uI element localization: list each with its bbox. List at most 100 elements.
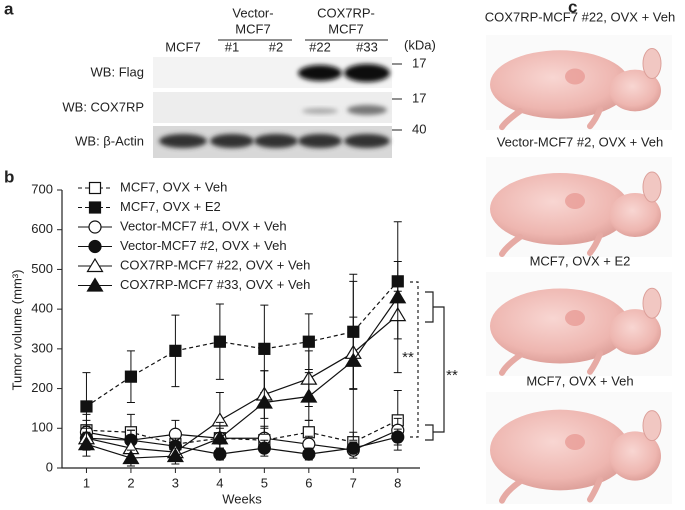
band <box>302 108 338 114</box>
x-tick-label: 5 <box>261 475 268 490</box>
data-point <box>124 370 138 383</box>
legend-label: COX7RP-MCF7 #33, OVX + Veh <box>120 277 310 292</box>
data-point <box>389 289 407 304</box>
band <box>159 134 207 148</box>
photo-caption: MCF7, OVX + E2 <box>530 253 631 268</box>
group-label: Vector- <box>232 5 273 20</box>
y-tick-label: 100 <box>31 420 53 435</box>
group-label: MCF7 <box>235 21 270 36</box>
bracket <box>410 281 419 438</box>
lane-label: MCF7 <box>165 39 200 54</box>
data-point <box>300 388 318 403</box>
data-point <box>122 449 140 465</box>
legend-marker <box>86 257 104 273</box>
legend-marker <box>88 181 102 195</box>
mouse-ear <box>642 410 662 442</box>
mouse-leg <box>499 232 603 257</box>
marker-label: 40 <box>412 121 426 136</box>
annotation: ** <box>446 367 458 384</box>
row-label: WB: COX7RP <box>62 99 144 114</box>
legend-marker <box>86 277 104 292</box>
legend-label: Vector-MCF7 #1, OVX + Veh <box>120 218 287 233</box>
band <box>344 134 390 148</box>
x-tick-label: 6 <box>305 475 312 490</box>
x-axis-label: Weeks <box>222 491 262 506</box>
band <box>344 64 390 82</box>
mouse-ear <box>642 171 662 203</box>
series-line <box>86 436 398 455</box>
mouse-body <box>490 288 630 364</box>
tumor <box>565 68 585 85</box>
series-line <box>86 419 399 445</box>
mouse-photo <box>486 392 672 504</box>
y-tick-label: 600 <box>31 221 53 236</box>
data-point <box>344 352 362 367</box>
data-point <box>255 394 273 409</box>
mouse-head <box>609 193 661 237</box>
y-tick-label: 700 <box>31 181 53 196</box>
mouse-body <box>490 409 630 491</box>
band <box>298 65 342 81</box>
panel-label: b <box>4 167 14 186</box>
group-label: MCF7 <box>328 21 363 36</box>
panel-label: a <box>4 0 14 18</box>
group-label: COX7RP- <box>317 5 375 20</box>
legend-label: Vector-MCF7 #2, OVX + Veh <box>120 238 287 253</box>
lane-label: #33 <box>356 39 378 54</box>
series-line <box>86 280 399 407</box>
lane-label: #2 <box>269 39 283 54</box>
band <box>254 134 298 148</box>
series <box>77 221 407 467</box>
y-tick-label: 400 <box>31 301 53 316</box>
x-tick-label: 2 <box>127 475 134 490</box>
photo-caption: COX7RP-MCF7 #22, OVX + Veh <box>485 9 675 24</box>
legend-label: MCF7, OVX + Veh <box>120 179 227 194</box>
tumor <box>565 310 585 326</box>
marker-label: 17 <box>412 90 426 105</box>
lane-label: #1 <box>225 39 239 54</box>
band <box>347 105 387 115</box>
band <box>298 134 342 148</box>
panel-label: c <box>568 0 577 16</box>
significance-brackets <box>410 281 445 441</box>
legend-label: MCF7, OVX + E2 <box>120 199 221 214</box>
mouse-head <box>609 431 661 481</box>
legend-label: COX7RP-MCF7 #22, OVX + Veh <box>120 257 310 272</box>
data-point <box>302 335 315 348</box>
photo-caption: Vector-MCF7 #2, OVX + Veh <box>497 134 664 149</box>
row-label: WB: Flag <box>91 64 144 79</box>
data-point <box>257 441 271 455</box>
y-tick-label: 500 <box>31 261 53 276</box>
legend-marker <box>88 239 102 254</box>
mouse-photo <box>486 157 672 257</box>
bracket <box>425 291 434 441</box>
data-point <box>166 447 184 463</box>
data-point <box>391 430 405 444</box>
mouse-leg <box>499 476 603 504</box>
y-tick-label: 300 <box>31 340 53 355</box>
x-tick-label: 3 <box>172 475 179 490</box>
mouse-head <box>609 69 661 112</box>
data-point <box>211 430 229 445</box>
data-point <box>346 441 360 455</box>
annotation: ** <box>402 349 414 366</box>
data-point <box>169 344 182 357</box>
y-axis-label: Tumor volume (mm³) <box>9 270 24 391</box>
photo-caption: MCF7, OVX + Veh <box>526 373 633 388</box>
mouse-photo <box>486 272 672 376</box>
x-tick-label: 4 <box>216 475 223 490</box>
mouse-leg <box>499 106 603 131</box>
data-point <box>258 342 271 355</box>
y-tick-label: 0 <box>46 459 53 474</box>
legend-marker <box>88 201 102 214</box>
marker-label: 17 <box>412 55 426 70</box>
unit-label: (kDa) <box>404 37 436 52</box>
lane-label: #22 <box>309 39 331 54</box>
bracket <box>433 306 445 433</box>
data-point <box>80 400 93 413</box>
row-label: WB: β-Actin <box>75 133 144 148</box>
mouse-ear <box>642 287 662 319</box>
mouse-ear <box>642 48 662 79</box>
tumor <box>565 434 585 450</box>
mouse-leg <box>499 350 603 376</box>
